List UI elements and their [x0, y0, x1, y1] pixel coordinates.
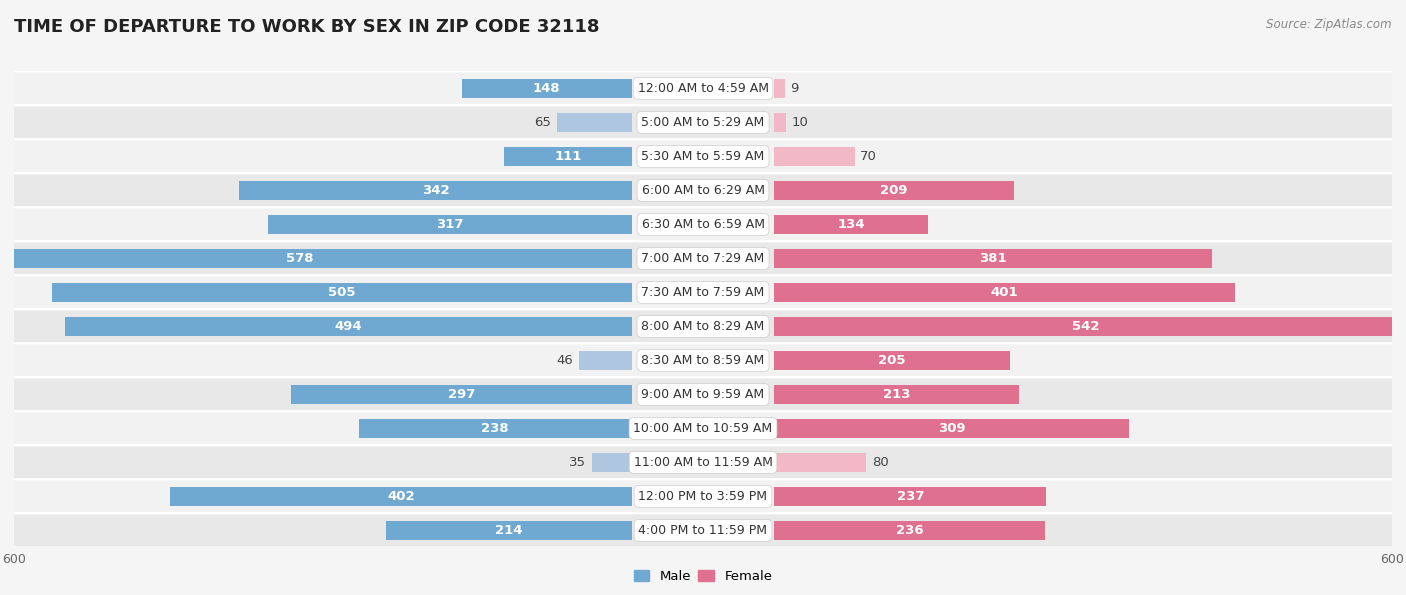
FancyBboxPatch shape	[3, 208, 1403, 242]
FancyBboxPatch shape	[3, 446, 1403, 480]
Bar	[775, 317, 1396, 336]
Text: 6:30 AM to 6:59 AM: 6:30 AM to 6:59 AM	[641, 218, 765, 231]
Text: 12:00 AM to 4:59 AM: 12:00 AM to 4:59 AM	[637, 82, 769, 95]
Text: 8:00 AM to 8:29 AM: 8:00 AM to 8:29 AM	[641, 320, 765, 333]
FancyBboxPatch shape	[3, 343, 1403, 377]
Text: 209: 209	[880, 184, 908, 197]
FancyBboxPatch shape	[3, 377, 1403, 411]
Text: 11:00 AM to 11:59 AM: 11:00 AM to 11:59 AM	[634, 456, 772, 469]
Text: 5:30 AM to 5:59 AM: 5:30 AM to 5:59 AM	[641, 150, 765, 163]
Bar	[775, 283, 1234, 302]
FancyBboxPatch shape	[3, 309, 1403, 343]
Text: 4:00 PM to 11:59 PM: 4:00 PM to 11:59 PM	[638, 524, 768, 537]
FancyBboxPatch shape	[3, 513, 1403, 547]
Text: Source: ZipAtlas.com: Source: ZipAtlas.com	[1267, 18, 1392, 31]
Bar	[170, 487, 631, 506]
Bar	[239, 180, 631, 201]
Text: 542: 542	[1071, 320, 1099, 333]
Bar	[0, 249, 631, 268]
Bar	[775, 180, 1014, 201]
Text: 494: 494	[335, 320, 361, 333]
Bar	[775, 215, 928, 234]
Text: TIME OF DEPARTURE TO WORK BY SEX IN ZIP CODE 32118: TIME OF DEPARTURE TO WORK BY SEX IN ZIP …	[14, 18, 599, 36]
Bar	[775, 487, 1046, 506]
Text: 213: 213	[883, 388, 910, 401]
Text: 402: 402	[387, 490, 415, 503]
Text: 236: 236	[896, 524, 924, 537]
Bar	[291, 384, 631, 404]
Text: 65: 65	[534, 116, 551, 129]
Bar	[775, 350, 1010, 370]
Bar	[52, 283, 631, 302]
Bar	[775, 79, 785, 98]
Bar	[775, 418, 1129, 439]
Text: 10:00 AM to 10:59 AM: 10:00 AM to 10:59 AM	[634, 422, 772, 435]
Text: 35: 35	[569, 456, 586, 469]
FancyBboxPatch shape	[3, 105, 1403, 139]
Text: 6:00 AM to 6:29 AM: 6:00 AM to 6:29 AM	[641, 184, 765, 197]
Bar	[775, 453, 866, 472]
Text: 505: 505	[328, 286, 356, 299]
Text: 8:30 AM to 8:59 AM: 8:30 AM to 8:59 AM	[641, 354, 765, 367]
Text: 134: 134	[838, 218, 865, 231]
Bar	[387, 521, 631, 540]
Bar	[592, 453, 631, 472]
Text: 9:00 AM to 9:59 AM: 9:00 AM to 9:59 AM	[641, 388, 765, 401]
Text: 238: 238	[481, 422, 509, 435]
FancyBboxPatch shape	[3, 411, 1403, 446]
Text: 317: 317	[436, 218, 464, 231]
Text: 7:30 AM to 7:59 AM: 7:30 AM to 7:59 AM	[641, 286, 765, 299]
FancyBboxPatch shape	[3, 480, 1403, 513]
FancyBboxPatch shape	[3, 275, 1403, 309]
Bar	[775, 521, 1045, 540]
Bar	[359, 418, 631, 439]
Text: 12:00 PM to 3:59 PM: 12:00 PM to 3:59 PM	[638, 490, 768, 503]
Text: 80: 80	[872, 456, 889, 469]
Bar	[267, 215, 631, 234]
Bar	[775, 112, 786, 132]
Legend: Male, Female: Male, Female	[628, 565, 778, 588]
Bar	[65, 317, 631, 336]
Text: 309: 309	[938, 422, 966, 435]
FancyBboxPatch shape	[3, 71, 1403, 105]
Text: 7:00 AM to 7:29 AM: 7:00 AM to 7:29 AM	[641, 252, 765, 265]
Text: 148: 148	[533, 82, 561, 95]
Text: 342: 342	[422, 184, 450, 197]
Text: 297: 297	[447, 388, 475, 401]
Bar	[579, 350, 631, 370]
Text: 401: 401	[991, 286, 1018, 299]
FancyBboxPatch shape	[3, 242, 1403, 275]
Bar	[775, 249, 1212, 268]
Text: 111: 111	[554, 150, 582, 163]
Bar	[461, 79, 631, 98]
Text: 46: 46	[557, 354, 574, 367]
FancyBboxPatch shape	[3, 139, 1403, 173]
FancyBboxPatch shape	[3, 173, 1403, 208]
Text: 205: 205	[879, 354, 905, 367]
Bar	[775, 146, 855, 166]
Text: 237: 237	[897, 490, 924, 503]
Text: 214: 214	[495, 524, 523, 537]
Bar	[505, 146, 631, 166]
Bar	[557, 112, 631, 132]
Text: 70: 70	[860, 150, 877, 163]
Text: 10: 10	[792, 116, 808, 129]
Text: 9: 9	[790, 82, 799, 95]
Bar	[775, 384, 1019, 404]
Text: 5:00 AM to 5:29 AM: 5:00 AM to 5:29 AM	[641, 116, 765, 129]
Text: 578: 578	[287, 252, 314, 265]
Text: 381: 381	[979, 252, 1007, 265]
